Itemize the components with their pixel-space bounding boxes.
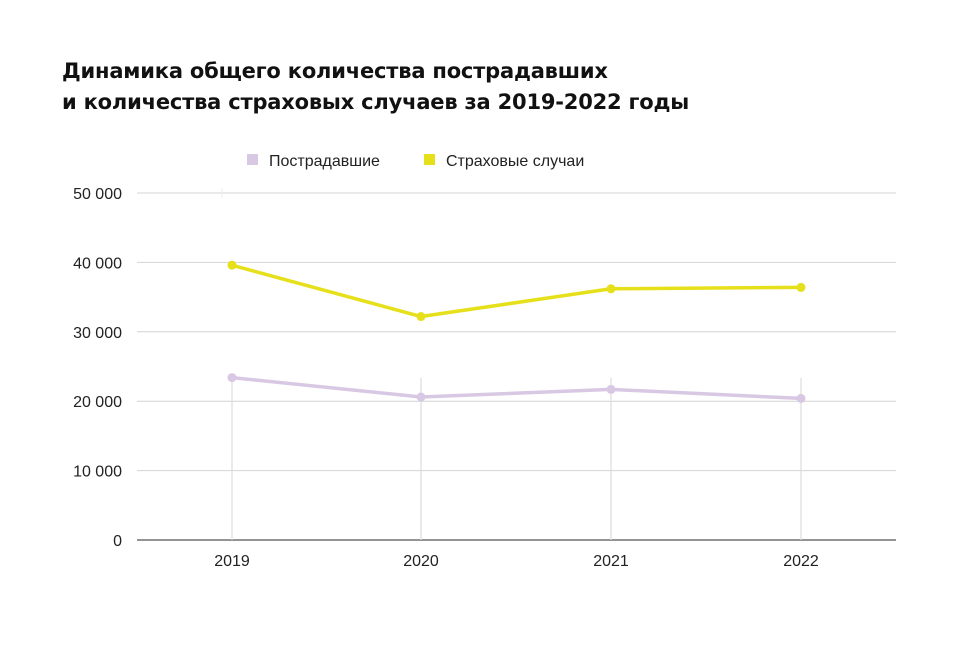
y-tick-label: 0	[113, 533, 122, 550]
series-layer	[227, 260, 806, 403]
y-tick-label: 40 000	[73, 255, 122, 272]
series-strakhovye-sluchai	[227, 260, 806, 322]
data-point-2021	[606, 384, 616, 394]
data-point-2022	[796, 282, 806, 292]
legend-label-postradavshie: Пострадавшие	[269, 153, 380, 170]
legend-swatch-strakhovye-sluchai	[424, 154, 435, 165]
chart-title-line-2: и количества страховых случаев за 2019-2…	[62, 90, 690, 114]
series-line	[230, 375, 803, 401]
x-gridlines	[221, 188, 802, 540]
x-tick-label: 2021	[593, 553, 629, 570]
data-point-2021	[606, 284, 616, 294]
y-tick-label: 10 000	[73, 464, 122, 481]
series-postradavshie	[227, 373, 806, 403]
x-tick-label: 2019	[214, 553, 250, 570]
y-axis-ticks: 0 10 000 20 000 30 000 40 000 50 000	[73, 186, 122, 550]
legend-swatch-postradavshie	[247, 154, 258, 165]
chart-title: Динамика общего количества пострадавших …	[62, 56, 882, 118]
series-line	[230, 263, 803, 319]
y-tick-label: 30 000	[73, 325, 122, 342]
data-point-2022	[796, 393, 806, 403]
data-point-2019	[227, 260, 237, 270]
data-point-2019	[227, 373, 237, 383]
y-tick-label: 20 000	[73, 394, 122, 411]
gridlines	[137, 192, 896, 541]
data-point-2020	[416, 392, 426, 402]
x-axis-ticks: 2019 2020 2021 2022	[214, 553, 819, 570]
legend: Пострадавшие Страховые случаи	[247, 153, 584, 170]
chart-title-line-1: Динамика общего количества пострадавших	[62, 59, 608, 83]
legend-label-strakhovye-sluchai: Страховые случаи	[446, 153, 584, 170]
data-point-2020	[416, 312, 426, 322]
y-tick-label: 50 000	[73, 186, 122, 203]
x-tick-label: 2020	[403, 553, 439, 570]
x-tick-label: 2022	[783, 553, 819, 570]
